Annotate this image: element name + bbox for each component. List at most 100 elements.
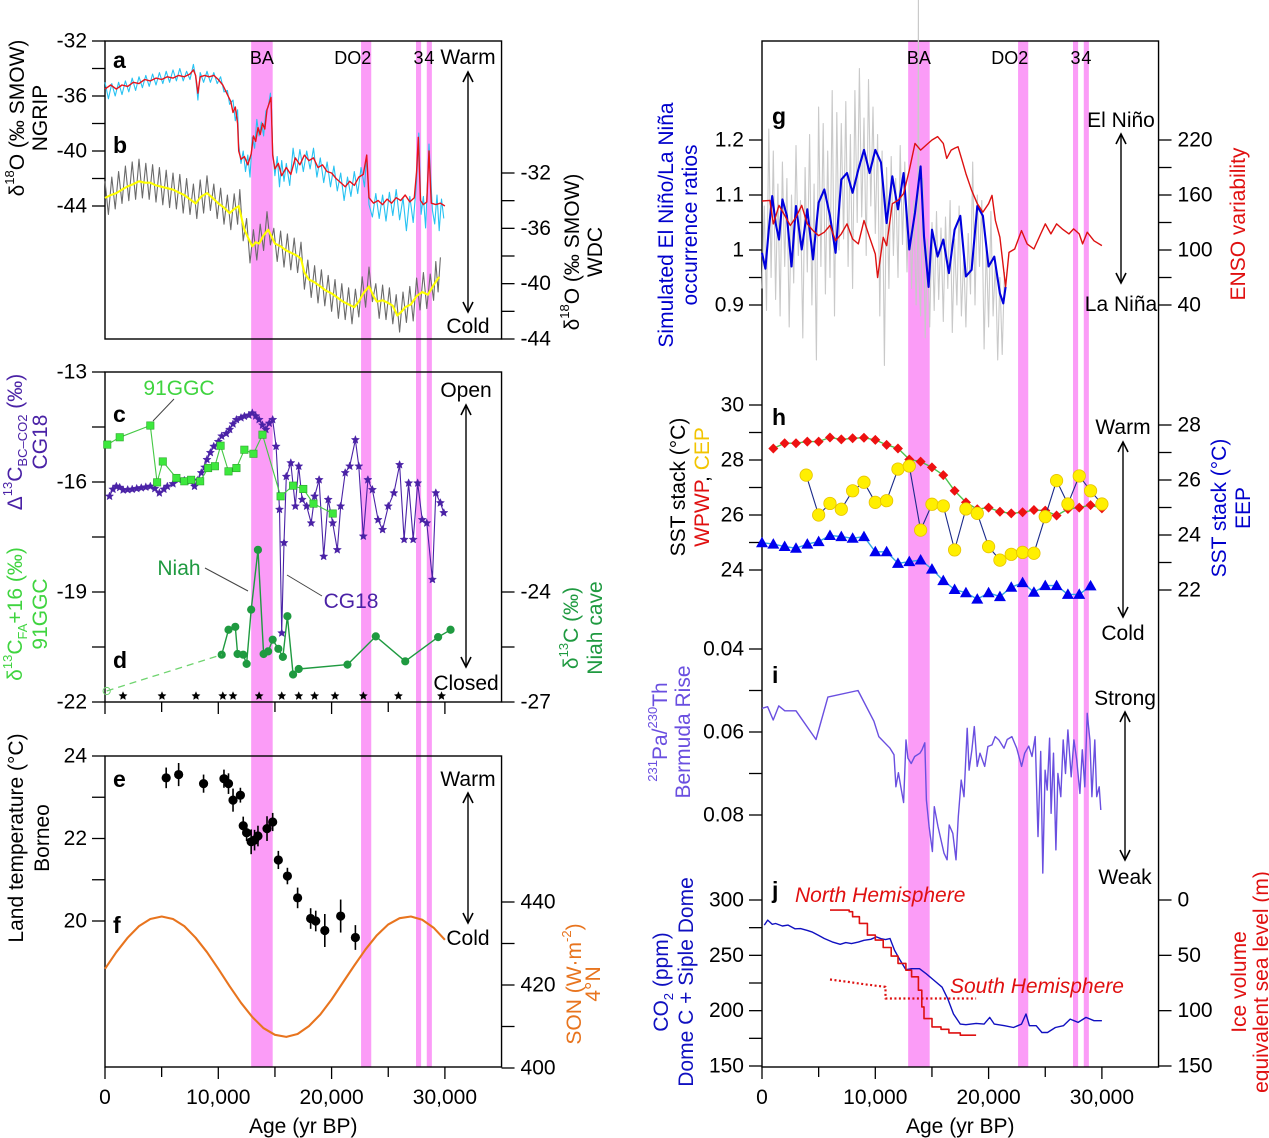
cg18-marker bbox=[328, 518, 338, 527]
y-tick-label: -22 bbox=[57, 691, 87, 714]
cg18-marker bbox=[399, 534, 409, 544]
niah-marker bbox=[288, 670, 298, 679]
enso-variability-line bbox=[761, 135, 1103, 288]
axis-title-part: Dome C + Siple Dome bbox=[675, 877, 698, 1087]
cg18-marker bbox=[286, 458, 296, 467]
arrow-down-icon bbox=[1117, 606, 1129, 619]
y-tick-label: -44 bbox=[57, 195, 88, 218]
cep-sst-marker bbox=[799, 468, 813, 482]
y-tick-label: 0.06 bbox=[703, 721, 744, 744]
cg18-marker bbox=[395, 459, 405, 469]
y-tick-label: -13 bbox=[57, 361, 87, 384]
cg18-marker bbox=[408, 534, 418, 544]
eep-sst-series bbox=[756, 529, 1097, 604]
age-control-star bbox=[218, 691, 228, 700]
ngrip-smoothed-series bbox=[104, 69, 446, 207]
ngrip-smoothed-line bbox=[104, 69, 446, 207]
eep-sst-marker bbox=[982, 586, 995, 598]
y-tick-label: 420 bbox=[521, 974, 556, 997]
cep-sst-marker bbox=[1049, 474, 1064, 488]
axis-title-part: 18 bbox=[557, 304, 572, 318]
eep-sst-marker bbox=[801, 538, 814, 549]
axis-title-part: SST stack (°C) bbox=[1208, 439, 1231, 578]
cep-sst-marker bbox=[1072, 469, 1086, 483]
eep-sst-marker bbox=[903, 555, 916, 567]
borneo-land-temperature-series bbox=[161, 763, 360, 950]
niah-marker bbox=[231, 622, 240, 631]
event-label: 3 bbox=[414, 48, 424, 68]
axis-title-part: 91GGC bbox=[29, 578, 52, 649]
direction-bottom-label: Cold bbox=[1101, 622, 1144, 645]
91ggc-marker bbox=[299, 484, 308, 493]
x-tick-label: 20,000 bbox=[299, 1086, 363, 1109]
axis-title-line: Land temperature (°C) bbox=[5, 733, 28, 942]
eep-sst-marker bbox=[880, 545, 893, 557]
axis-title-part: Pa/ bbox=[649, 728, 672, 760]
y-tick-label: 400 bbox=[521, 1057, 556, 1080]
wpwp-sst-marker bbox=[926, 462, 937, 473]
wpwp-sst-marker bbox=[768, 443, 779, 454]
borneo-land-temperature-marker bbox=[262, 824, 272, 834]
eep-sst-marker bbox=[948, 583, 961, 594]
eep-sst-marker bbox=[993, 590, 1006, 602]
axis-title-part: 231 bbox=[645, 760, 660, 782]
niah-marker bbox=[278, 652, 287, 662]
axis-title-line: 91GGC bbox=[29, 578, 52, 649]
axis-title-part: ENSO variability bbox=[1227, 147, 1250, 300]
niah-marker bbox=[401, 657, 410, 666]
wpwp-sst-marker bbox=[870, 434, 881, 445]
axis-title-part: Ice volume bbox=[1228, 931, 1251, 1033]
y-tick-label: -19 bbox=[57, 581, 87, 604]
borneo-land-temperature-marker bbox=[282, 871, 293, 881]
axis-title-part: 13 bbox=[0, 482, 15, 496]
eep-sst-marker bbox=[778, 540, 791, 552]
axis-title-part: 13 bbox=[556, 643, 571, 657]
axis-title-part: δ bbox=[560, 657, 583, 669]
arrow-up-icon bbox=[1115, 132, 1127, 145]
borneo-land-temperature-marker bbox=[235, 790, 245, 800]
panel-letter: h bbox=[772, 404, 786, 430]
cep-sst-marker bbox=[1095, 497, 1109, 511]
arrow-up-icon bbox=[1117, 440, 1129, 453]
niah-marker bbox=[274, 644, 283, 653]
axis-title-part: 18 bbox=[2, 170, 17, 184]
axis-title-part: Δ bbox=[4, 496, 27, 510]
niah-marker bbox=[446, 625, 455, 634]
axis-title-line: Dome C + Siple Dome bbox=[675, 877, 698, 1087]
y-tick-label: -32 bbox=[521, 162, 551, 185]
co2-dome-c-siple-dome-line bbox=[763, 919, 1102, 1034]
x-tick-label: 10,000 bbox=[186, 1086, 250, 1109]
y-tick-label: -40 bbox=[521, 272, 551, 295]
niah-modern-connector-start-marker bbox=[102, 686, 111, 696]
wpwp-sst-marker bbox=[892, 443, 903, 454]
panel-frame-a-b bbox=[104, 40, 503, 340]
niah-series bbox=[217, 545, 455, 679]
south-hemisphere-ice-volume-series bbox=[829, 978, 977, 1000]
son-insolation-4n-series bbox=[104, 915, 446, 1038]
cep-sst-marker bbox=[959, 502, 973, 516]
eep-sst-marker bbox=[823, 529, 836, 541]
91ggc-marker bbox=[172, 473, 181, 482]
axis-title-part: Borneo bbox=[31, 804, 54, 872]
cep-sst-marker bbox=[970, 506, 984, 520]
x-tick-label: 20,000 bbox=[956, 1086, 1020, 1109]
cg18-marker bbox=[383, 501, 393, 511]
cg18-marker bbox=[277, 628, 287, 637]
y-tick-label: 150 bbox=[709, 1055, 744, 1078]
cep-sst-marker bbox=[846, 484, 860, 498]
91ggc-marker bbox=[204, 464, 213, 473]
cg18-marker bbox=[389, 488, 399, 497]
arrow-down-icon bbox=[1115, 272, 1127, 285]
y-tick-label: 50 bbox=[1178, 944, 1201, 967]
91ggc-marker bbox=[103, 440, 112, 449]
cg18-marker bbox=[268, 414, 278, 424]
direction-top-label: Strong bbox=[1094, 687, 1156, 710]
right-y-axis: 220 160 100 40 ENSO variability bbox=[1158, 129, 1250, 317]
91ggc-marker bbox=[328, 509, 337, 518]
axis-title-part: ) bbox=[563, 923, 586, 930]
y-tick-label: -44 bbox=[521, 328, 552, 351]
eep-sst-marker bbox=[789, 542, 802, 553]
